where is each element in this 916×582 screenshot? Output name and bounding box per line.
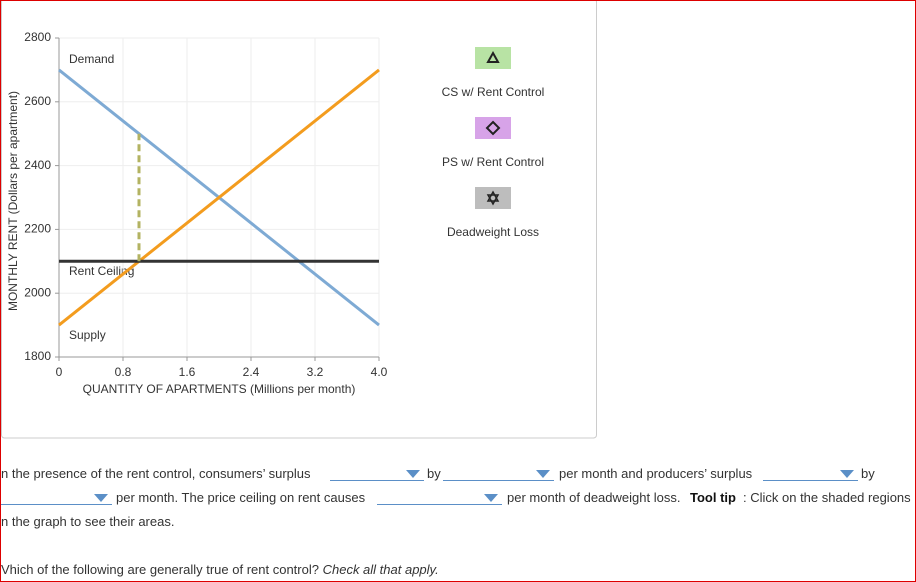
tool-icon <box>486 190 500 206</box>
question-text: n the presence of the rent control, cons… <box>1 466 311 481</box>
y-tick-label: 2400 <box>24 158 51 172</box>
y-tick-label: 2800 <box>24 30 51 44</box>
tool-button[interactable] <box>475 117 511 139</box>
series-label: Demand <box>69 52 114 66</box>
dropdown[interactable] <box>377 490 502 505</box>
x-tick-label: 0 <box>56 365 63 379</box>
question-text: per month. The price ceiling on rent cau… <box>116 490 366 505</box>
panel-border <box>1 1 597 439</box>
y-axis-label: MONTHLY RENT (Dollars per apartment) <box>6 91 20 311</box>
tool-button[interactable] <box>475 47 511 69</box>
question-text: Vhich of the following are generally tru… <box>1 562 319 577</box>
question-text: Vhich of the following are generally tru… <box>1 562 439 578</box>
tool-button[interactable] <box>475 187 511 209</box>
tool-label: PS w/ Rent Control <box>442 155 544 169</box>
question-text: by <box>427 466 441 481</box>
chart-panel: QUANTITY OF APARTMENTS (Millions per mon… <box>1 1 597 439</box>
y-tick-label: 2200 <box>24 222 51 236</box>
tool-swatch <box>475 47 511 69</box>
series-line <box>58 68 380 327</box>
tool-icon <box>486 50 500 63</box>
x-tick-label: 2.4 <box>243 365 260 379</box>
y-tick-label: 2600 <box>24 94 51 108</box>
series-label: Supply <box>69 328 106 342</box>
x-tick-label: 3.2 <box>307 365 324 379</box>
dropdown[interactable] <box>443 466 554 481</box>
tool-icon <box>485 120 501 136</box>
question-text: per month of deadweight loss. <box>507 490 681 505</box>
dropdown[interactable] <box>330 466 424 481</box>
question-text: by <box>861 466 875 481</box>
dropdown[interactable] <box>1 490 112 505</box>
y-tick-label: 1800 <box>24 349 51 363</box>
y-tick-label: 2000 <box>24 285 51 299</box>
x-tick-label: 4.0 <box>371 365 388 379</box>
x-tick-label: 0.8 <box>115 365 132 379</box>
tool-swatch <box>475 117 511 139</box>
question-text: per month and producers’ surplus <box>559 466 753 481</box>
dropdown[interactable] <box>763 466 858 481</box>
series-label: Rent Ceiling <box>69 264 134 278</box>
x-axis-label: QUANTITY OF APARTMENTS (Millions per mon… <box>83 382 356 396</box>
hint: Check all that apply. <box>322 562 439 577</box>
question-text: : Click on the shaded regions <box>743 490 911 505</box>
x-tick-label: 1.6 <box>179 365 196 379</box>
question-text: n the graph to see their areas. <box>1 514 175 529</box>
tool-swatch <box>475 187 511 209</box>
tool-tip-label: Tool tip <box>690 490 736 505</box>
tool-label: CS w/ Rent Control <box>442 85 545 99</box>
tool-label: Deadweight Loss <box>447 225 539 239</box>
